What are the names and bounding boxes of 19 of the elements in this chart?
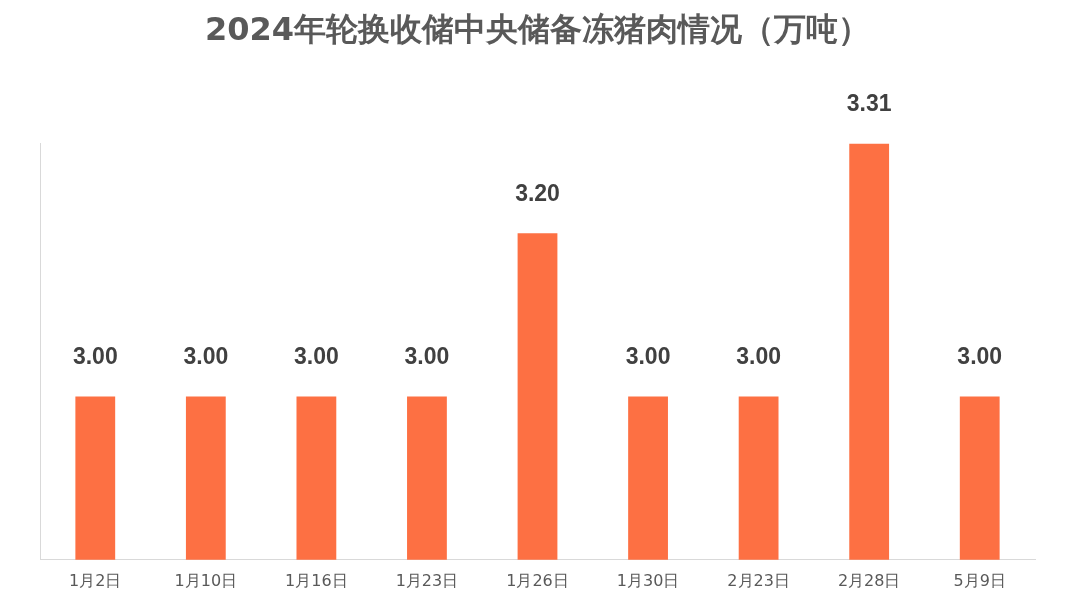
x-tick-label: 1月30日 (616, 570, 680, 590)
data-label: 3.00 (736, 342, 781, 369)
data-label: 3.00 (183, 342, 229, 369)
data-label: 3.20 (515, 179, 560, 206)
x-tick-label: 1月26日 (506, 570, 569, 590)
data-label: 3.00 (72, 342, 118, 369)
x-tick-label: 1月23日 (395, 570, 459, 590)
data-label: 3.00 (404, 342, 450, 369)
x-tick-label: 2月28日 (837, 570, 901, 590)
chart-title: 2024年轮换收储中央储备冻猪肉情况（万吨） (204, 9, 871, 48)
x-tick-label: 1月2日 (69, 570, 122, 590)
x-tick-label: 1月16日 (285, 570, 348, 590)
data-label: 3.00 (294, 342, 339, 369)
data-label: 3.00 (957, 342, 1003, 369)
x-tick-label: 2月23日 (727, 570, 790, 590)
data-label: 3.31 (846, 89, 892, 116)
x-tick-label: 1月10日 (174, 570, 238, 590)
data-label: 3.00 (625, 342, 671, 369)
x-tick-label: 5月9日 (953, 570, 1006, 590)
